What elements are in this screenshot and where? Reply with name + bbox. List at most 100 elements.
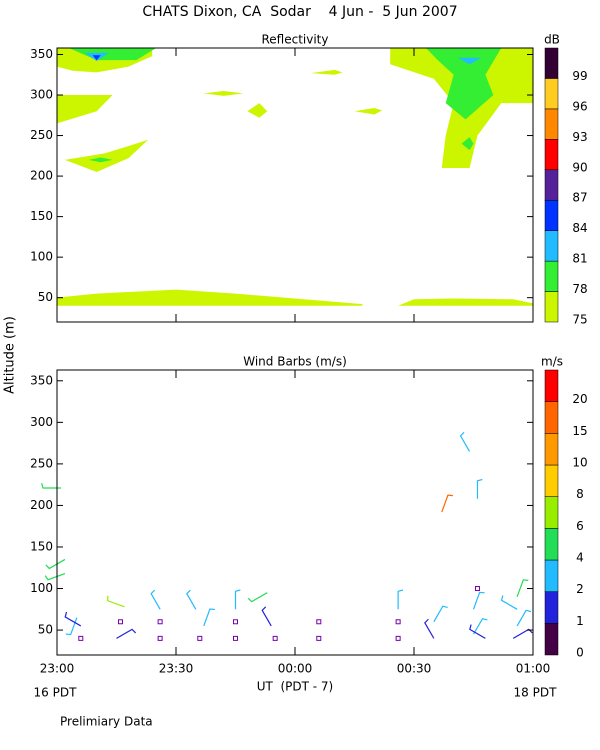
colorbar-swatch (544, 433, 559, 466)
x-axis-label: UT (PDT - 7) (257, 680, 334, 694)
wind-barb (441, 494, 453, 513)
y-tick-label: 150 (30, 539, 53, 553)
colorbar-label: 93 (572, 130, 587, 144)
calm-marker (474, 586, 480, 592)
wind-barb (472, 591, 485, 610)
calm-marker (157, 635, 163, 641)
x-tick-label: 01:00 (516, 662, 551, 676)
colorbar-swatch (544, 260, 559, 292)
colorbar-label: 99 (572, 69, 587, 83)
colorbar-label: 87 (572, 191, 587, 205)
x-start-label: 16 PDT (34, 686, 78, 700)
wind-barb (516, 609, 532, 627)
y-tick-label: 200 (30, 498, 53, 512)
wind-barb (500, 595, 518, 610)
wind-barb (459, 431, 471, 452)
plot-frame (56, 369, 534, 656)
colorbar-unit: dB (544, 33, 560, 47)
colorbar-swatch (544, 591, 559, 624)
y-tick-label: 200 (30, 169, 53, 183)
wind-barb (44, 573, 66, 581)
calm-marker (157, 619, 163, 625)
wind-barb (234, 589, 241, 610)
colorbar-swatch (544, 78, 559, 110)
colorbar-label: 81 (572, 252, 587, 266)
wind-barb (116, 628, 137, 639)
calm-marker (395, 619, 401, 625)
y-tick-label: 250 (30, 456, 53, 470)
colorbar-swatch (544, 139, 559, 171)
colorbar-label: 6 (576, 519, 584, 533)
colorbar-label: 15 (572, 424, 587, 438)
y-tick-label: 50 (38, 623, 53, 637)
contour-region (461, 137, 474, 151)
wind-barb (261, 606, 272, 627)
colorbar-swatch (544, 464, 559, 497)
contour-region (457, 57, 482, 65)
contour-region (425, 48, 502, 120)
wind-barb (45, 558, 66, 570)
contour-region (88, 157, 113, 163)
y-tick-label: 300 (30, 88, 53, 102)
colorbar-label: 1 (576, 614, 584, 628)
wind-barb (247, 592, 268, 603)
colorbar-swatch (544, 369, 559, 402)
calm-marker (78, 635, 84, 641)
contour-region (92, 55, 101, 61)
colorbar-swatch (544, 47, 559, 79)
colorbar-label: 8 (576, 487, 584, 501)
x-tick-label: 23:30 (159, 662, 194, 676)
colorbar-swatch (544, 401, 559, 434)
wind-barb (106, 595, 125, 608)
colorbar-swatch (544, 169, 559, 201)
colorbar-swatch (544, 496, 559, 529)
x-tick-label: 23:00 (40, 662, 75, 676)
contour-region (354, 107, 383, 115)
calm-marker (316, 619, 322, 625)
y-tick-label: 300 (30, 415, 53, 429)
y-tick-label: 100 (30, 250, 53, 264)
panel-title: Wind Barbs (m/s) (243, 355, 347, 369)
wind-barb (150, 589, 161, 610)
note: Prelimiary Data (60, 715, 153, 729)
y-tick-label: 150 (30, 209, 53, 223)
wind-barb (433, 605, 448, 623)
colorbar-label: 75 (572, 313, 587, 327)
colorbar-label: 10 (572, 456, 587, 470)
colorbar-label: 4 (576, 551, 584, 565)
y-tick-label: 350 (30, 373, 53, 387)
contour-region (398, 298, 533, 306)
wind-barb (469, 624, 486, 639)
wind-barb (65, 617, 78, 636)
contour-region (57, 289, 363, 306)
colorbar-unit: m/s (541, 355, 563, 369)
colorbar-label: 84 (572, 221, 587, 235)
wind-barb (476, 478, 483, 499)
contour-region (247, 103, 268, 118)
panel-title: Reflectivity (261, 33, 328, 47)
colorbar-swatch (544, 199, 559, 231)
calm-marker (233, 635, 238, 641)
contour-region (64, 139, 149, 173)
contour-region (68, 48, 157, 61)
contour-region (57, 95, 113, 124)
page-title: CHATS Dixon, CA Sodar 4 Jun - 5 Jun 2007 (142, 4, 457, 20)
colorbar-swatch (544, 230, 559, 262)
x-end-label: 18 PDT (514, 686, 558, 700)
wind-barb (512, 628, 533, 639)
colorbar-label: 2 (576, 582, 584, 596)
colorbar-swatch (544, 623, 559, 656)
calm-marker (316, 635, 322, 641)
colorbar-swatch (544, 108, 559, 140)
contour-region (310, 69, 343, 75)
calm-marker (233, 619, 238, 625)
x-tick-label: 00:30 (397, 662, 432, 676)
y-tick-label: 50 (38, 290, 53, 304)
wind-barb (397, 589, 404, 610)
wind-barb (64, 611, 82, 627)
calm-marker (272, 635, 278, 641)
colorbar-label: 96 (572, 99, 587, 113)
calm-marker (395, 635, 401, 641)
colorbar-label: 90 (572, 160, 587, 174)
